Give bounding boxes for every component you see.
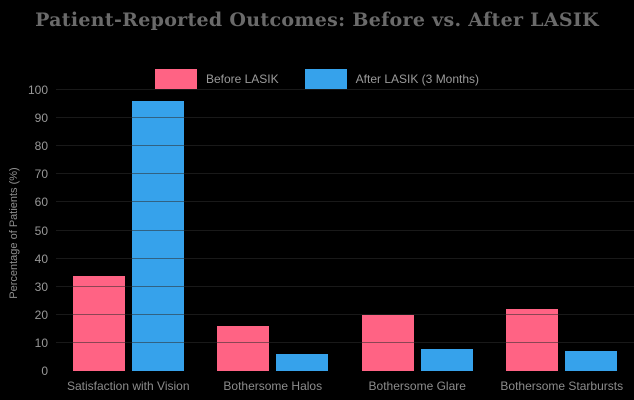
legend-swatch [304,69,347,89]
chart-legend: Before LASIK After LASIK (3 Months) [0,69,634,89]
x-axis-label-2: Bothersome Glare [368,379,466,393]
bar-before-2 [361,314,414,371]
legend-label: After LASIK (3 Months) [355,72,480,86]
y-tick-label-60: 60 [34,195,48,210]
y-tick-label-40: 40 [34,251,48,266]
y-tick-label-90: 90 [34,111,48,126]
legend-label: Before LASIK [205,72,279,86]
y-tick-label-50: 50 [34,223,48,238]
y-tick-label-10: 10 [34,335,48,350]
bar-before-0 [72,275,125,371]
y-tick-label-20: 20 [34,307,48,322]
x-axis-label-3: Bothersome Starbursts [500,379,624,393]
chart-title: Patient-Reported Outcomes: Before vs. Af… [35,9,599,31]
bar-after-0 [131,101,184,371]
y-tick-label-30: 30 [34,279,48,294]
x-axis-label-0: Satisfaction with Vision [66,379,190,393]
bar-before-1 [217,326,270,371]
x-axis-label-1: Bothersome Halos [223,379,323,393]
y-tick-label-80: 80 [34,139,48,154]
bar-after-1 [276,354,329,371]
y-tick-label-70: 70 [34,167,48,182]
plot-area [56,89,634,371]
y-tick-label-100: 100 [27,83,48,97]
legend-item-before[interactable]: Before LASIK [154,69,279,89]
bar-after-2 [420,348,473,371]
bar-after-3 [565,351,618,371]
gridline-100 [56,89,634,90]
y-tick-label-0: 0 [41,364,48,378]
bar-before-3 [506,309,559,371]
legend-swatch [154,69,197,89]
legend-item-after[interactable]: After LASIK (3 Months) [304,69,480,89]
